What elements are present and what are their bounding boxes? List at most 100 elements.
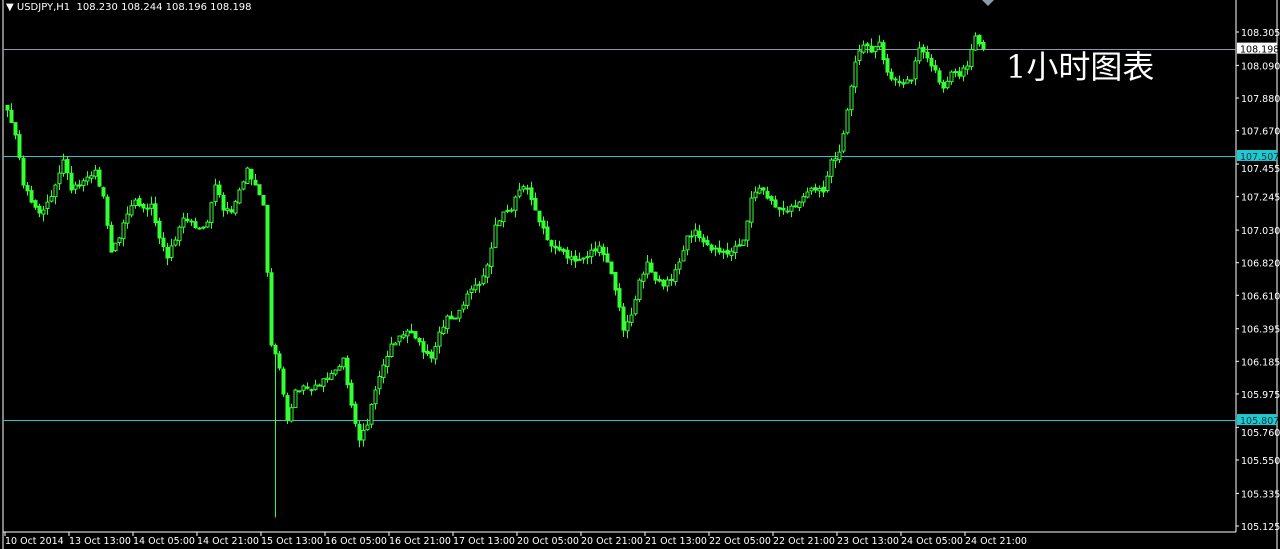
candle-body	[477, 283, 482, 286]
candle-body	[885, 58, 890, 73]
candle-body	[97, 169, 102, 187]
candle	[445, 314, 450, 334]
candle	[749, 191, 754, 228]
time-tick-label: 23 Oct 13:00	[837, 536, 899, 547]
candle-body	[265, 204, 270, 273]
candle-body	[373, 389, 378, 405]
candle	[217, 180, 222, 198]
candle	[197, 226, 202, 230]
candle-body	[209, 202, 214, 223]
candle	[517, 182, 522, 199]
candle	[733, 240, 738, 259]
candle	[129, 200, 134, 218]
horizontal-levels	[3, 49, 1236, 421]
candle-body	[189, 220, 194, 223]
candle	[137, 195, 142, 208]
candle	[537, 210, 542, 227]
candle	[73, 181, 78, 195]
candle	[661, 278, 666, 290]
price-tick-label: 105.125	[1241, 522, 1280, 533]
candle	[897, 75, 902, 87]
candle	[541, 216, 546, 235]
candle-body	[145, 207, 150, 210]
candle-body	[325, 377, 330, 380]
candle	[757, 184, 762, 195]
candle	[29, 185, 34, 204]
candle	[61, 153, 66, 177]
candle	[569, 250, 574, 266]
time-tick-label: 20 Oct 05:00	[517, 536, 579, 547]
candle	[141, 202, 146, 213]
time-tick-label: 21 Oct 13:00	[645, 536, 707, 547]
candle-body	[897, 80, 902, 84]
candle	[361, 423, 366, 447]
price-tick-label: 107.670	[1241, 127, 1280, 138]
price-tick-label: 105.760	[1241, 428, 1280, 439]
candle-body	[49, 195, 54, 202]
candle	[317, 383, 322, 387]
candle	[849, 84, 854, 117]
candle-body	[173, 239, 178, 246]
candle-body	[481, 275, 486, 285]
candle-body	[349, 382, 354, 406]
candle	[593, 241, 598, 256]
candle-body	[393, 342, 398, 346]
candle-body	[677, 261, 682, 270]
candle	[273, 343, 278, 518]
candle-body	[237, 189, 242, 204]
candle	[881, 39, 886, 65]
candle	[833, 151, 838, 169]
candle-body	[961, 67, 966, 77]
candle-body	[381, 364, 386, 379]
candle	[957, 66, 962, 80]
candle-body	[289, 407, 294, 422]
candle-body	[117, 237, 122, 243]
candle-body	[245, 167, 250, 184]
candle	[293, 388, 298, 408]
candle	[77, 179, 82, 189]
candle-body	[201, 226, 206, 229]
candle	[789, 203, 794, 218]
candle	[697, 224, 702, 242]
candle	[717, 240, 722, 255]
candle-body	[73, 184, 78, 190]
candle	[57, 165, 62, 191]
candle	[589, 243, 594, 264]
high-value: 108.244	[121, 2, 163, 13]
candle-body	[165, 246, 170, 259]
candle-body	[977, 34, 982, 45]
candle-body	[153, 203, 158, 224]
candle-body	[941, 81, 946, 89]
candle	[69, 166, 74, 194]
chart-shift-marker-icon[interactable]	[982, 0, 994, 6]
candle-body	[313, 384, 318, 390]
candle-body	[205, 221, 210, 228]
candle-body	[577, 258, 582, 261]
candle-body	[965, 65, 970, 70]
candle	[449, 311, 454, 320]
candle	[413, 331, 418, 340]
candle-body	[81, 180, 86, 187]
price-axis: 108.305 108.090 107.880 107.670 107.455 107.2…	[1236, 28, 1280, 533]
candle	[37, 203, 42, 218]
candle	[477, 281, 482, 293]
candle-body	[669, 278, 674, 281]
candle-body	[881, 42, 886, 60]
candle	[289, 403, 294, 423]
candle-body	[421, 341, 426, 353]
candle	[205, 219, 210, 228]
candle	[873, 45, 878, 59]
time-tick-label: 17 Oct 13:00	[453, 536, 515, 547]
candle-body	[241, 181, 246, 190]
candle	[665, 276, 670, 292]
candle-body	[17, 134, 22, 158]
triangle-down-icon[interactable]: ▼	[6, 2, 17, 13]
candle-body	[937, 70, 942, 83]
candle	[949, 70, 954, 85]
candle-body	[717, 247, 722, 253]
candle-body	[509, 209, 514, 212]
candle-body	[553, 245, 558, 249]
candle	[41, 205, 46, 222]
candle-body	[25, 185, 30, 192]
